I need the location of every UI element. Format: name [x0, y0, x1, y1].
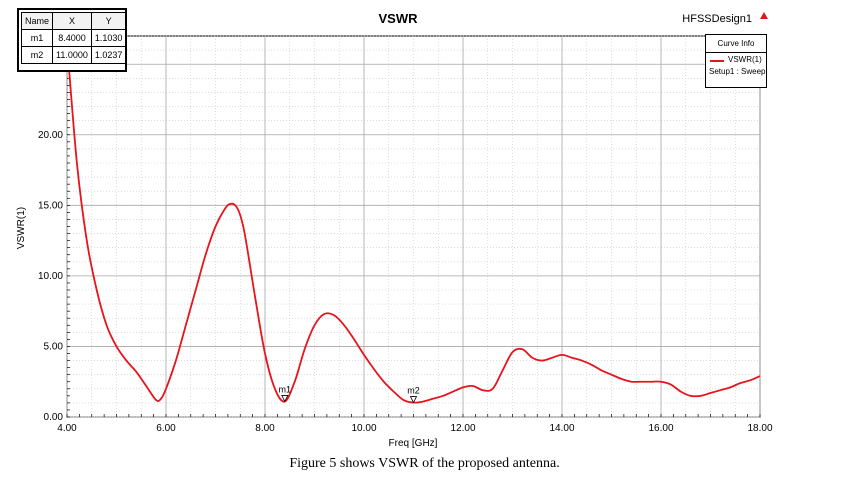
marker-table: Name X Y m1 8.4000 1.1030 m2 11.0000 1.0…: [20, 12, 127, 64]
y-tick-label: 10.00: [38, 271, 63, 282]
legend-header: Curve Info: [706, 35, 766, 53]
marker-name-cell: m1: [20, 29, 54, 47]
marker-label: m2: [407, 386, 420, 396]
x-tick-label: 16.00: [648, 423, 673, 434]
y-tick-label: 15.00: [38, 200, 63, 211]
y-axis-title: VSWR(1): [16, 207, 27, 249]
marker-x-cell: 11.0000: [52, 46, 92, 64]
marker-y-cell: 1.1030: [90, 29, 127, 47]
x-tick-label: 14.00: [549, 423, 574, 434]
marker-triangle[interactable]: [281, 395, 289, 403]
series-line-vswr: [66, 42, 761, 404]
x-tick-label: 8.00: [255, 423, 275, 434]
y-tick-label: 0.00: [44, 412, 64, 423]
marker-table-header-x: X: [52, 12, 92, 30]
chart-title: VSWR: [379, 11, 419, 26]
legend-series-swatch: [710, 60, 724, 62]
marker-table-row: m1 8.4000 1.1030: [20, 29, 127, 47]
vswr-chart: 4.00 6.00 8.00 10.00 12.00 14.00 16.00 18.00 0.0…: [16, 11, 773, 449]
marker-label: m1: [279, 384, 292, 394]
collapse-arrow-icon[interactable]: [760, 12, 768, 19]
x-axis-title: Freq [GHz]: [389, 438, 438, 449]
marker-table-header-row: Name X Y: [20, 12, 127, 30]
project-name: HFSSDesign1: [682, 13, 752, 25]
markers-layer: m1 m2: [279, 384, 420, 404]
legend-setup-label: Setup1 : Sweep: [709, 67, 766, 76]
marker-table-box: Name X Y m1 8.4000 1.1030 m2 11.0000 1.0…: [17, 8, 127, 72]
x-tick-label: 18.00: [747, 423, 772, 434]
legend-series-name: VSWR(1): [728, 55, 762, 64]
marker-triangle[interactable]: [409, 396, 418, 404]
grid-lines: [66, 35, 761, 418]
x-tick-label: 10.00: [351, 423, 376, 434]
y-tick-label: 20.00: [38, 130, 63, 141]
marker-table-header-y: Y: [90, 12, 127, 30]
marker-y-cell: 1.0237: [90, 46, 127, 64]
marker-table-header-name: Name: [20, 12, 54, 30]
figure-caption: Figure 5 shows VSWR of the proposed ante…: [289, 456, 560, 471]
x-tick-label: 6.00: [156, 423, 176, 434]
marker-name-cell: m2: [20, 46, 54, 64]
series-layer: [66, 42, 761, 404]
legend: Curve Info VSWR(1) Setup1 : Sweep: [705, 34, 767, 88]
marker-x-cell: 8.4000: [52, 29, 92, 47]
x-tick-label: 4.00: [57, 423, 77, 434]
y-tick-label: 5.00: [44, 341, 64, 352]
x-tick-label: 12.00: [450, 423, 475, 434]
marker-table-row: m2 11.0000 1.0237: [20, 46, 127, 64]
